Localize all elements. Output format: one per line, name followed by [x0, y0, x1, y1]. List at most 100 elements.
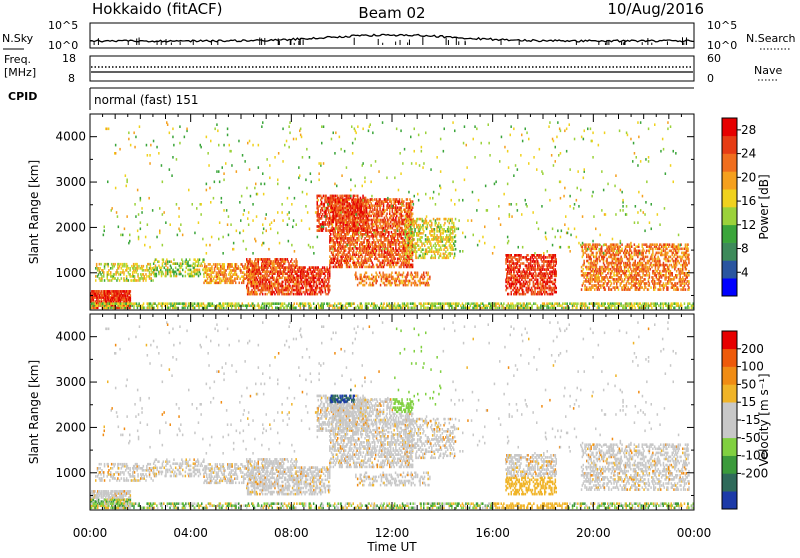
power-cell: [119, 279, 121, 282]
power-cell: [412, 206, 414, 209]
power-cell: [560, 304, 562, 307]
power-cell: [120, 271, 122, 274]
power-cell: [371, 215, 373, 218]
power-cell: [401, 227, 403, 230]
power-cell: [284, 307, 286, 310]
nsky-line: [90, 34, 694, 42]
power-cell: [245, 277, 247, 280]
power-cell: [173, 258, 175, 261]
power-cell: [120, 263, 122, 266]
power-cell: [333, 266, 335, 269]
power-cell: [332, 207, 334, 210]
power-cell: [304, 266, 306, 269]
power-cell: [300, 302, 302, 305]
power-cell: [301, 293, 303, 296]
power-cell: [99, 302, 101, 305]
power-cell: [171, 275, 173, 278]
power-cell: [218, 267, 220, 270]
power-cell: [344, 201, 346, 204]
power-cell: [359, 223, 361, 226]
power-cell: [163, 258, 165, 261]
power-cell: [197, 269, 199, 272]
power-cell: [167, 302, 169, 305]
cpid-panel: CPID normal (fast) 151: [8, 88, 694, 110]
power-cell: [378, 239, 380, 242]
power-cell: [182, 275, 184, 278]
power-cell: [587, 307, 589, 310]
power-cell: [164, 267, 166, 270]
power-cell: [410, 302, 412, 305]
power-cell: [143, 269, 145, 272]
station-title: Hokkaido (fitACF): [92, 0, 223, 18]
power-cell: [329, 285, 331, 288]
power-cell: [681, 304, 683, 307]
power-cell: [284, 302, 286, 305]
power-cell: [427, 307, 429, 310]
power-cell: [369, 225, 371, 228]
power-cell: [255, 258, 256, 261]
power-cell: [678, 302, 680, 305]
power-cell: [249, 268, 251, 271]
power-cell: [257, 293, 259, 296]
power-cell: [95, 279, 97, 282]
power-cell: [114, 273, 116, 276]
power-cell: [99, 267, 101, 270]
power-cell: [150, 263, 152, 266]
power-cell: [399, 198, 401, 201]
power-cell: [212, 302, 214, 305]
power-cell: [521, 304, 523, 307]
power-cell: [364, 209, 366, 212]
power-cell: [264, 302, 266, 305]
power-cell: [148, 263, 150, 266]
power-cell: [452, 307, 454, 310]
power-cell: [278, 302, 280, 305]
freq-label-1: Freq.: [4, 53, 31, 66]
power-cell: [182, 269, 184, 272]
power-cell: [288, 293, 290, 296]
power-cell: [154, 302, 156, 305]
power-cell: [371, 302, 373, 305]
power-cell: [158, 260, 160, 263]
power-cell: [203, 258, 205, 261]
power-cell: [136, 279, 138, 282]
power-cell: [371, 211, 373, 214]
power-cell: [175, 267, 177, 270]
power-cell: [378, 211, 380, 214]
cpid-value: normal (fast) 151: [94, 93, 198, 107]
power-cell: [660, 302, 662, 305]
power-cell: [330, 304, 332, 307]
power-cell: [105, 307, 107, 310]
power-cell: [170, 302, 172, 305]
power-cell: [296, 302, 298, 305]
power-cell: [565, 302, 567, 305]
power-cell: [130, 290, 132, 293]
power-cell: [131, 279, 133, 282]
power-cell: [272, 307, 274, 310]
power-cell: [199, 269, 201, 272]
power-cell: [451, 302, 453, 305]
power-cell: [356, 266, 358, 269]
power-cell: [367, 229, 369, 232]
power-cell: [155, 265, 157, 268]
power-cell: [577, 302, 579, 305]
power-cell: [101, 290, 103, 293]
power-cell: [235, 282, 237, 285]
power-cell: [273, 302, 275, 305]
power-cell: [296, 260, 298, 263]
power-cell: [348, 255, 350, 258]
power-cell: [169, 260, 171, 263]
power-cell: [182, 260, 184, 263]
power-cell: [366, 209, 368, 212]
power-cell: [327, 302, 329, 305]
power-cell: [258, 258, 260, 261]
power-cell: [250, 277, 252, 280]
power-cell: [540, 304, 542, 307]
power-cell: [468, 302, 470, 305]
power-cell: [103, 271, 105, 274]
power-cell: [499, 304, 501, 307]
power-cell: [105, 263, 107, 266]
power-cell: [353, 249, 355, 252]
power-cell: [322, 279, 324, 282]
power-cell: [364, 237, 366, 240]
